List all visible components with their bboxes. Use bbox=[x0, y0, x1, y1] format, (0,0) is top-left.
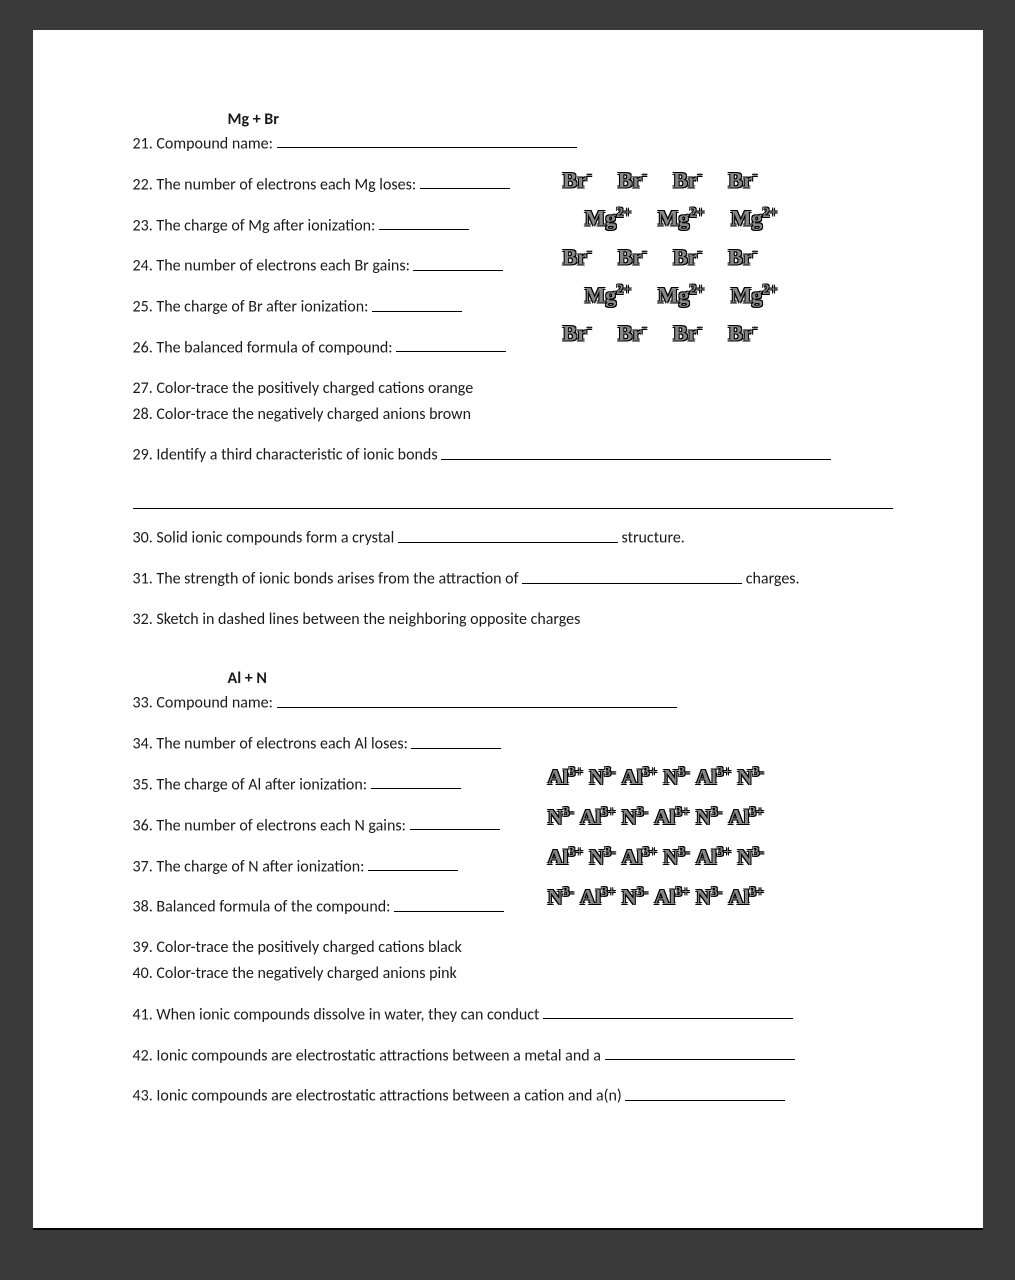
q21-num: 21. bbox=[133, 134, 153, 153]
q37-blank[interactable] bbox=[368, 856, 458, 871]
br-ion: Br- bbox=[728, 167, 757, 193]
q38-blank[interactable] bbox=[394, 896, 504, 911]
lattice1-row: Br- Br- Br- Br- bbox=[563, 167, 923, 193]
mg-ion: Mg2+ bbox=[731, 205, 778, 231]
section2: Al + N 33. Compound name: 34. The number… bbox=[133, 669, 943, 1108]
q40: 40. Color-trace the negatively charged a… bbox=[133, 963, 943, 985]
br-ion: Br- bbox=[673, 244, 702, 270]
al-ion: Al3+ bbox=[580, 804, 616, 830]
al-ion: Al3+ bbox=[654, 884, 690, 910]
br-ion: Br- bbox=[618, 167, 647, 193]
n-ion: N3- bbox=[589, 844, 616, 870]
q41-blank[interactable] bbox=[543, 1004, 793, 1019]
q31-blank[interactable] bbox=[522, 568, 742, 583]
n-ion: N3- bbox=[622, 804, 649, 830]
br-ion: Br- bbox=[728, 244, 757, 270]
q34-blank[interactable] bbox=[411, 733, 501, 748]
lattice-mgbr: Br- Br- Br- Br- Mg2+ Mg2+ Mg2+ Br- Br- Br- Br- Mg2+… bbox=[563, 167, 923, 359]
section1-heading: Mg + Br bbox=[228, 110, 943, 129]
lattice2-row: N3-Al3+N3-Al3+N3-Al3+ bbox=[548, 804, 948, 830]
mg-ion: Mg2+ bbox=[585, 282, 632, 308]
lattice1-row: Br- Br- Br- Br- bbox=[563, 320, 923, 346]
q43: 43. Ionic compounds are electrostatic at… bbox=[133, 1085, 943, 1108]
q32: 32. Sketch in dashed lines between the n… bbox=[133, 609, 943, 631]
al-ion: Al3+ bbox=[548, 844, 584, 870]
n-ion: N3- bbox=[737, 844, 764, 870]
br-ion: Br- bbox=[618, 244, 647, 270]
br-ion: Br- bbox=[673, 167, 702, 193]
q31: 31. The strength of ionic bonds arises f… bbox=[133, 568, 943, 591]
al-ion: Al3+ bbox=[654, 804, 690, 830]
lattice2-row: N3-Al3+N3-Al3+N3-Al3+ bbox=[548, 884, 948, 910]
q42: 42. Ionic compounds are electrostatic at… bbox=[133, 1045, 943, 1068]
q43-blank[interactable] bbox=[625, 1085, 785, 1100]
al-ion: Al3+ bbox=[696, 764, 732, 790]
q27: 27. Color-trace the positively charged c… bbox=[133, 378, 943, 400]
al-ion: Al3+ bbox=[622, 844, 658, 870]
br-ion: Br- bbox=[563, 320, 592, 346]
n-ion: N3- bbox=[663, 764, 690, 790]
q21: 21. Compound name: bbox=[133, 133, 943, 156]
br-ion: Br- bbox=[618, 320, 647, 346]
section2-heading: Al + N bbox=[228, 669, 943, 688]
q39: 39. Color-trace the positively charged c… bbox=[133, 937, 943, 959]
n-ion: N3- bbox=[589, 764, 616, 790]
n-ion: N3- bbox=[548, 884, 575, 910]
lattice1-row: Mg2+ Mg2+ Mg2+ bbox=[563, 205, 923, 231]
lattice2-row: Al3+N3-Al3+N3-Al3+N3- bbox=[548, 844, 948, 870]
q29-blank2[interactable] bbox=[133, 489, 893, 509]
lattice1-row: Mg2+ Mg2+ Mg2+ bbox=[563, 282, 923, 308]
al-ion: Al3+ bbox=[622, 764, 658, 790]
lattice-aln: Al3+N3-Al3+N3-Al3+N3-N3-Al3+N3-Al3+N3-Al… bbox=[548, 764, 948, 924]
q26-blank[interactable] bbox=[396, 337, 506, 352]
n-ion: N3- bbox=[548, 804, 575, 830]
lattice1-row: Br- Br- Br- Br- bbox=[563, 244, 923, 270]
q36-blank[interactable] bbox=[410, 815, 500, 830]
q41: 41. When ionic compounds dissolve in wat… bbox=[133, 1004, 943, 1027]
section2-body: 33. Compound name: 34. The number of ele… bbox=[133, 692, 943, 919]
br-ion: Br- bbox=[563, 244, 592, 270]
al-ion: Al3+ bbox=[580, 884, 616, 910]
al-ion: Al3+ bbox=[548, 764, 584, 790]
q33-blank[interactable] bbox=[277, 692, 677, 707]
q30-blank[interactable] bbox=[398, 527, 618, 542]
n-ion: N3- bbox=[737, 764, 764, 790]
br-ion: Br- bbox=[673, 320, 702, 346]
q24-blank[interactable] bbox=[413, 255, 503, 270]
mg-ion: Mg2+ bbox=[585, 205, 632, 231]
br-ion: Br- bbox=[728, 320, 757, 346]
n-ion: N3- bbox=[696, 884, 723, 910]
n-ion: N3- bbox=[696, 804, 723, 830]
q35-blank[interactable] bbox=[371, 774, 461, 789]
q42-blank[interactable] bbox=[605, 1045, 795, 1060]
q29-blank1[interactable] bbox=[441, 444, 831, 459]
q25-blank[interactable] bbox=[372, 296, 462, 311]
n-ion: N3- bbox=[622, 884, 649, 910]
br-ion: Br- bbox=[563, 167, 592, 193]
mg-ion: Mg2+ bbox=[658, 282, 705, 308]
q21-text: Compound name: bbox=[156, 134, 273, 153]
q28: 28. Color-trace the negatively charged a… bbox=[133, 404, 943, 426]
al-ion: Al3+ bbox=[728, 804, 764, 830]
q34: 34. The number of electrons each Al lose… bbox=[133, 733, 943, 756]
q33: 33. Compound name: bbox=[133, 692, 943, 715]
q23-blank[interactable] bbox=[379, 215, 469, 230]
lattice2-row: Al3+N3-Al3+N3-Al3+N3- bbox=[548, 764, 948, 790]
n-ion: N3- bbox=[663, 844, 690, 870]
worksheet-page: Mg + Br 21. Compound name: 22. The numbe… bbox=[33, 30, 983, 1230]
mg-ion: Mg2+ bbox=[658, 205, 705, 231]
section1-body: 21. Compound name: 22. The number of ele… bbox=[133, 133, 943, 426]
mg-ion: Mg2+ bbox=[731, 282, 778, 308]
al-ion: Al3+ bbox=[696, 844, 732, 870]
q22-blank[interactable] bbox=[420, 174, 510, 189]
q30: 30. Solid ionic compounds form a crystal… bbox=[133, 527, 943, 550]
q29: 29. Identify a third characteristic of i… bbox=[133, 444, 943, 467]
q21-blank[interactable] bbox=[277, 133, 577, 148]
al-ion: Al3+ bbox=[728, 884, 764, 910]
